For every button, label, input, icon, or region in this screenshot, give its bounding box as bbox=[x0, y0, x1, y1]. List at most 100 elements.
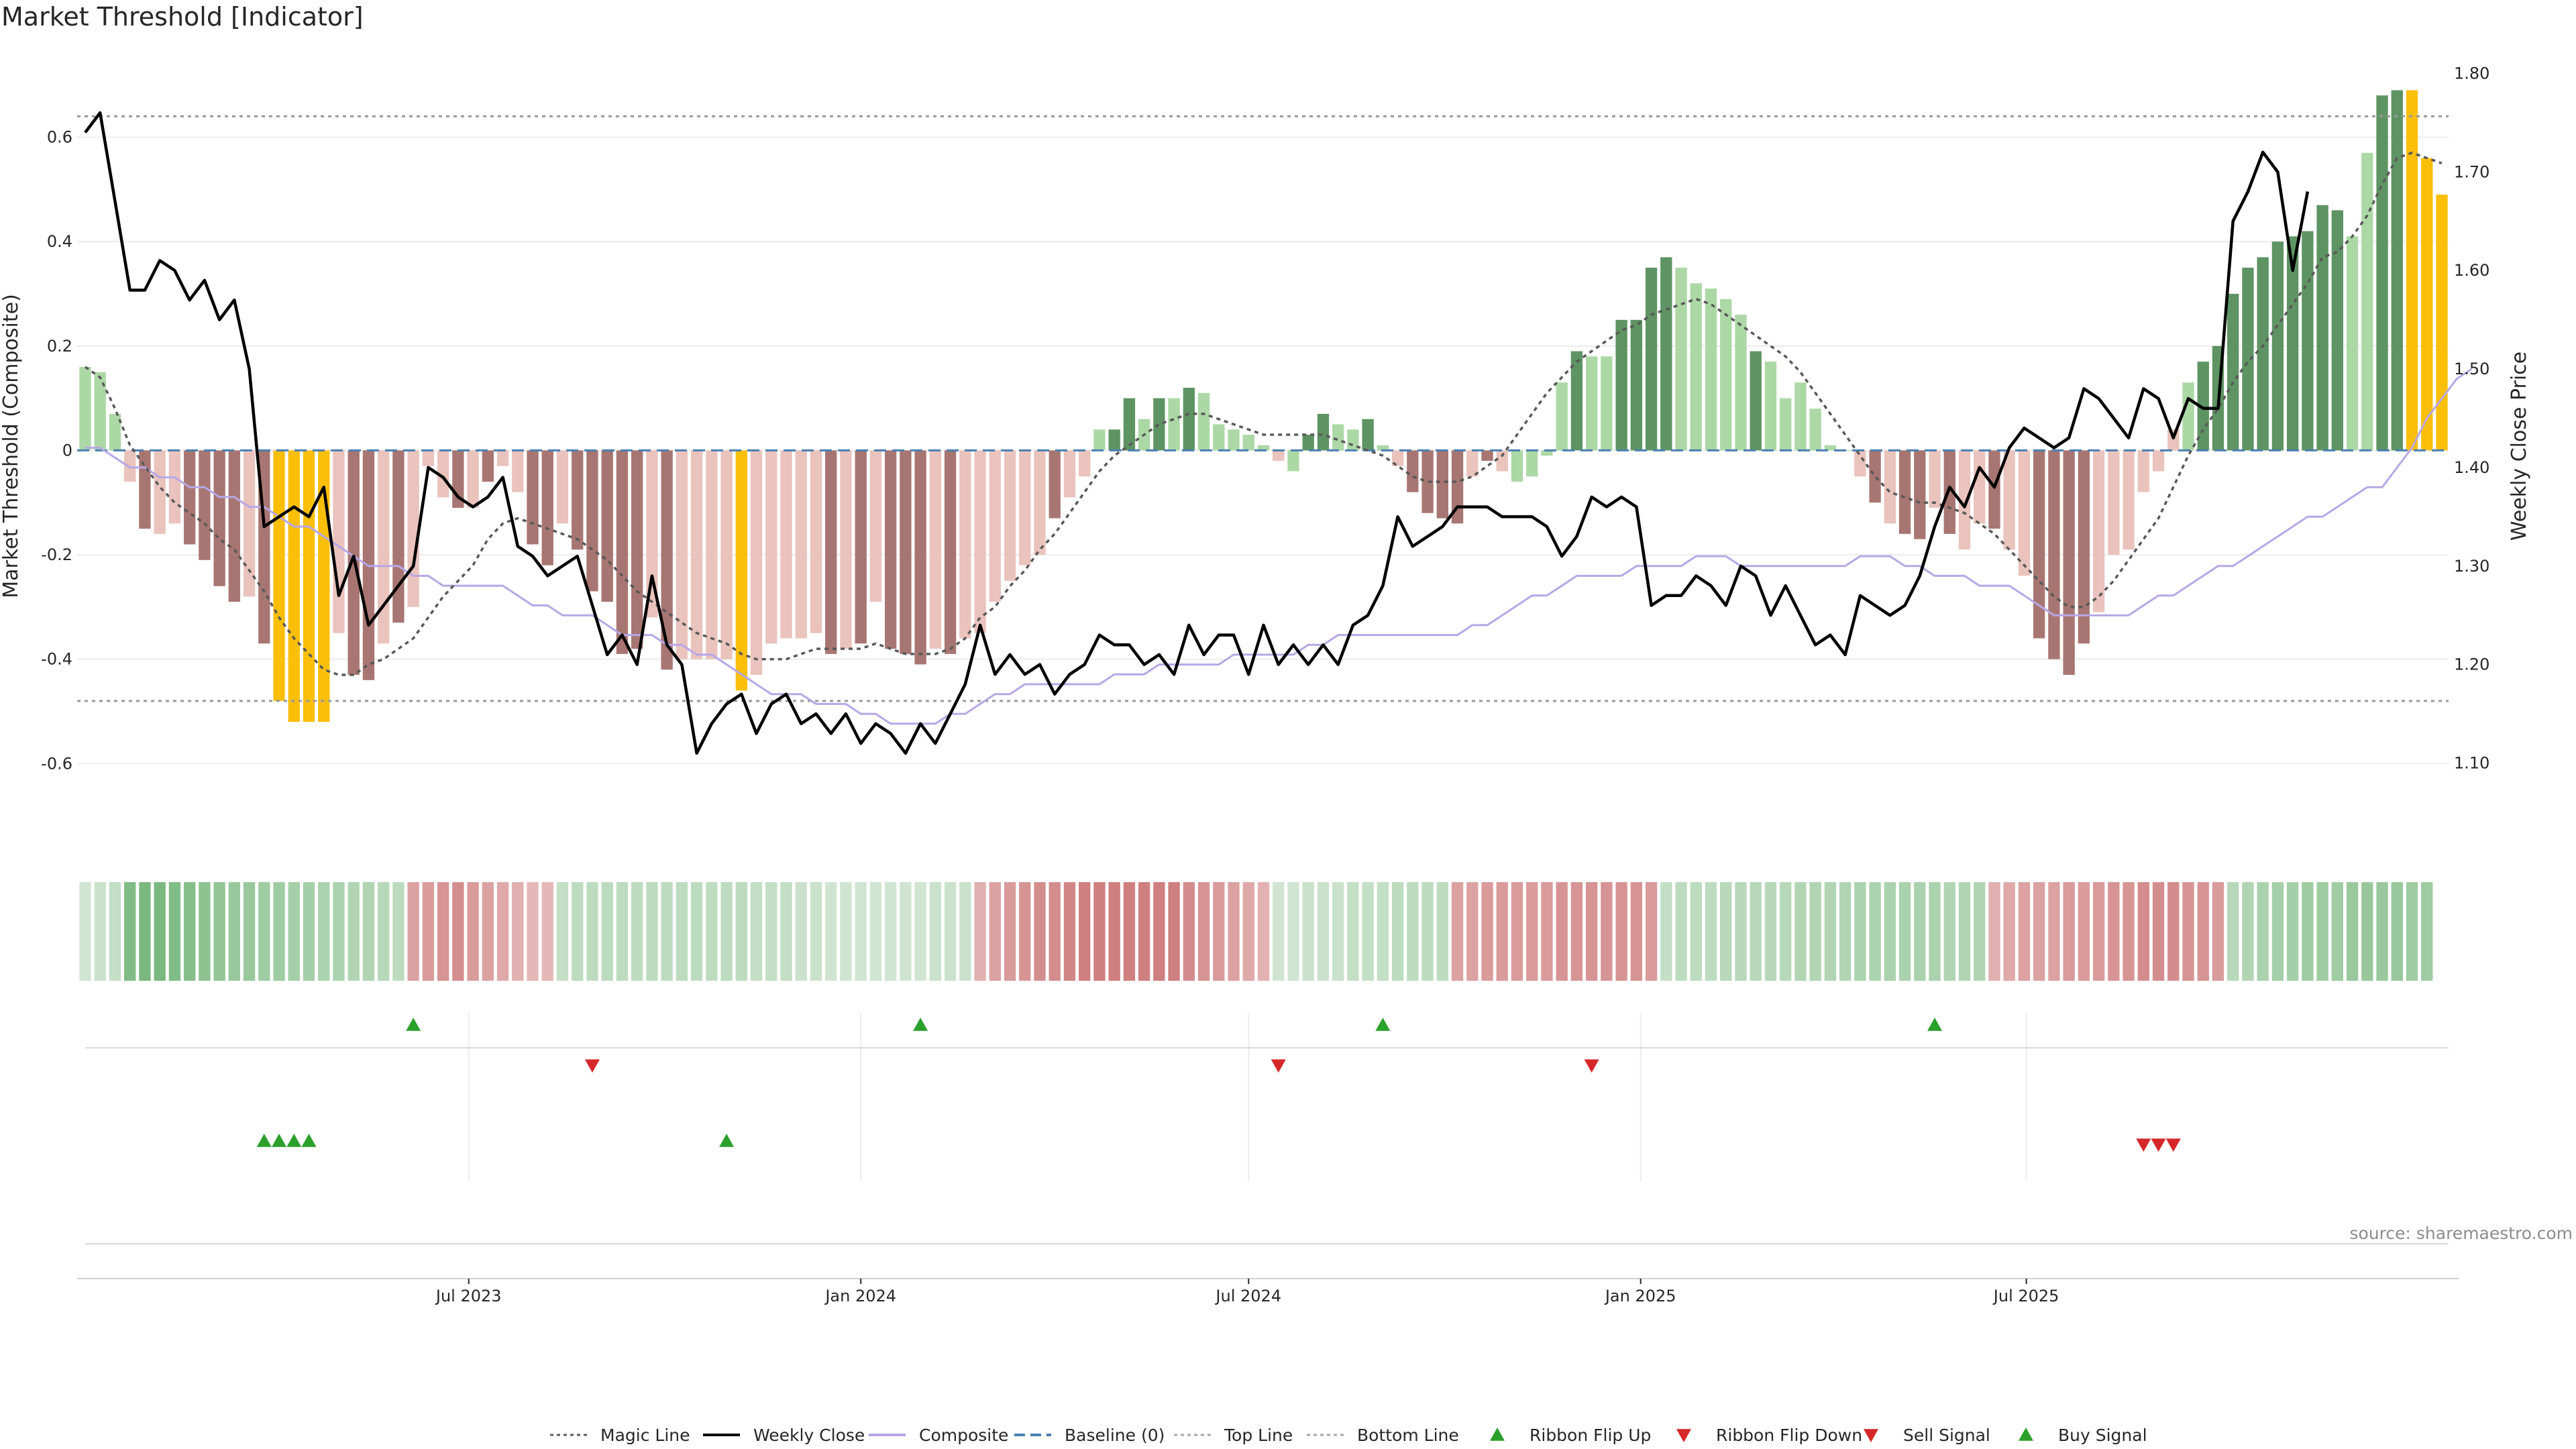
ribbon-cell bbox=[1466, 882, 1479, 981]
composite-bar bbox=[2092, 450, 2105, 612]
composite-bar bbox=[974, 450, 986, 633]
ribbon-cell bbox=[780, 882, 792, 981]
composite-bar bbox=[1794, 382, 1807, 451]
buy-signal-marker bbox=[286, 1134, 302, 1147]
ribbon-cell bbox=[1451, 882, 1464, 981]
ribbon-cell bbox=[1481, 882, 1493, 981]
ribbon-cell bbox=[2316, 882, 2328, 981]
ribbon-cell bbox=[1436, 882, 1448, 981]
ribbon-cell bbox=[661, 882, 673, 981]
composite-bar bbox=[333, 450, 345, 633]
ribbon-cell bbox=[2406, 882, 2418, 981]
x-tick-label: Jan 2024 bbox=[824, 1287, 896, 1305]
ribbon-cell bbox=[139, 882, 151, 981]
composite-bar bbox=[616, 450, 629, 654]
ribbon-cell bbox=[1764, 882, 1777, 981]
legend-swatch bbox=[1864, 1429, 1878, 1442]
ribbon-cell bbox=[944, 882, 957, 981]
composite-bar bbox=[1884, 450, 1896, 524]
legend-label: Sell Signal bbox=[1903, 1426, 1990, 1445]
composite-bar bbox=[1421, 450, 1434, 513]
composite-bar bbox=[631, 450, 643, 649]
legend-label: Buy Signal bbox=[2058, 1426, 2147, 1445]
ribbon-cell bbox=[392, 882, 405, 981]
composite-bar bbox=[1705, 288, 1717, 451]
composite-bar bbox=[1481, 450, 1493, 461]
composite-bar bbox=[154, 450, 166, 534]
composite-bar bbox=[750, 450, 763, 675]
composite-bar bbox=[467, 450, 479, 508]
ribbon-cell bbox=[2346, 882, 2359, 981]
ribbon-cell bbox=[900, 882, 912, 981]
ribbon-cell bbox=[1063, 882, 1076, 981]
composite-bar bbox=[2123, 450, 2135, 550]
buy-signal-marker bbox=[256, 1134, 272, 1147]
ribbon-strip bbox=[79, 882, 2433, 981]
composite-bar bbox=[1049, 450, 1061, 519]
ribbon-flip-down-marker bbox=[1584, 1059, 1599, 1073]
composite-bar bbox=[1436, 450, 1448, 519]
composite-bar bbox=[2302, 231, 2314, 451]
ribbon-cell bbox=[2376, 882, 2388, 981]
ribbon-cell bbox=[1019, 882, 1031, 981]
ribbon-cell bbox=[168, 882, 181, 981]
y-tick-left: 0 bbox=[62, 441, 72, 460]
composite-bar bbox=[1570, 351, 1583, 451]
ribbon-cell bbox=[1004, 882, 1016, 981]
composite-bar bbox=[1317, 413, 1330, 451]
ribbon-cell bbox=[496, 882, 509, 981]
ribbon-cell bbox=[2003, 882, 2015, 981]
composite-bar bbox=[273, 450, 285, 701]
composite-bar bbox=[989, 450, 1001, 602]
ribbon-cell bbox=[1884, 882, 1896, 981]
composite-bar bbox=[735, 450, 747, 691]
y-tick-right: 1.70 bbox=[2454, 162, 2489, 181]
composite-bar bbox=[1466, 450, 1479, 477]
signal-markers bbox=[256, 1018, 2181, 1152]
ribbon-cell bbox=[914, 882, 926, 981]
composite-bar bbox=[2316, 205, 2328, 451]
grid-layer bbox=[77, 136, 2459, 1279]
composite-bar bbox=[1630, 319, 1643, 451]
composite-bar bbox=[1063, 450, 1076, 498]
ribbon-cell bbox=[79, 882, 91, 981]
ribbon-cell bbox=[2108, 882, 2120, 981]
axis-ticks: 0.6 0.4 0.2 0 -0.2 -0.4 -0.6 1.80 1.70 1.60 1.50 1.… bbox=[41, 64, 2489, 1305]
composite-bar bbox=[1974, 450, 1986, 524]
ribbon-flip-down-marker bbox=[584, 1059, 600, 1073]
ribbon-cell bbox=[1197, 882, 1210, 981]
ribbon-cell bbox=[2182, 882, 2194, 981]
y-tick-left: 0.4 bbox=[47, 232, 72, 251]
composite-bar bbox=[2137, 450, 2149, 492]
ribbon-cell bbox=[1079, 882, 1091, 981]
ribbon-cell bbox=[1377, 882, 1389, 981]
ribbon-cell bbox=[124, 882, 136, 981]
composite-bar bbox=[706, 450, 718, 659]
composite-bar bbox=[1197, 392, 1210, 451]
composite-bar bbox=[586, 450, 598, 592]
composite-bar bbox=[780, 450, 792, 639]
composite-bars bbox=[79, 90, 2448, 722]
ribbon-cell bbox=[2271, 882, 2284, 981]
ribbon-cell bbox=[989, 882, 1001, 981]
ribbon-cell bbox=[2331, 882, 2344, 981]
composite-bar bbox=[1108, 429, 1120, 451]
composite-line bbox=[85, 368, 2473, 725]
buy-signal-marker bbox=[272, 1134, 287, 1147]
x-tick-label: Jul 2025 bbox=[1992, 1287, 2059, 1305]
series-lines bbox=[77, 111, 2473, 755]
ribbon-cell bbox=[467, 882, 479, 981]
ribbon-flip-up-marker bbox=[406, 1018, 421, 1031]
composite-bar bbox=[527, 450, 539, 545]
composite-bar bbox=[378, 450, 390, 644]
composite-bar bbox=[183, 450, 196, 545]
composite-bar bbox=[1168, 398, 1180, 451]
composite-bar bbox=[690, 450, 703, 659]
composite-bar bbox=[199, 450, 211, 560]
ribbon-cell bbox=[601, 882, 613, 981]
composite-bar bbox=[556, 450, 569, 524]
composite-bar bbox=[2018, 450, 2031, 576]
composite-bar bbox=[79, 366, 91, 451]
composite-bar bbox=[392, 450, 405, 623]
composite-bar bbox=[94, 372, 106, 451]
